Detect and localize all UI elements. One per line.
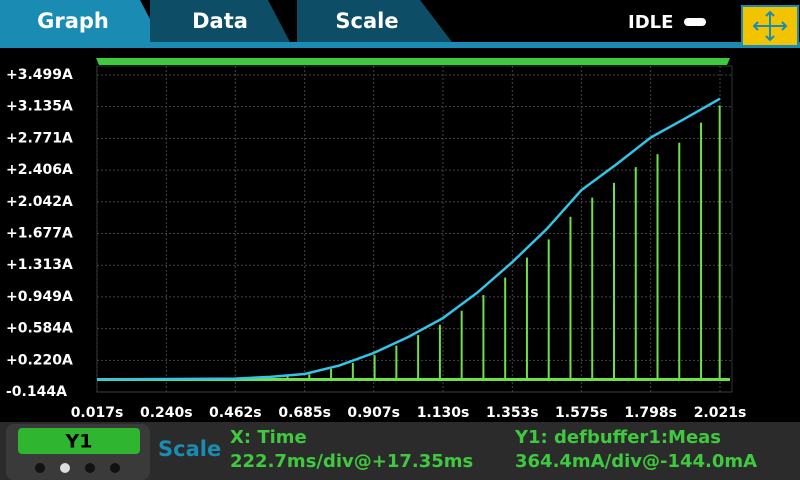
x-tick-label: 1.798s [624,405,677,421]
tab-bar [0,42,800,48]
y-tick-label: +3.499A [6,67,73,83]
status-icon [684,18,706,26]
swipe-icon [752,10,788,42]
y-scale: 364.4mA/div@-144.0mA [515,451,757,472]
x-tick-label: 0.462s [209,405,262,421]
trace-button[interactable] [18,428,140,454]
tab-label: Data [192,9,248,33]
y-tick-label: +2.042A [6,194,73,210]
status: IDLE [628,12,673,33]
tab-graph[interactable] [0,0,162,42]
y-tick-label: +2.771A [6,130,73,146]
x-tick-label: 1.353s [486,405,539,421]
tab-scale[interactable] [297,0,452,42]
tab-label: Graph [37,9,109,33]
trace-line [96,97,721,381]
y-tick-label: +3.135A [6,99,73,115]
x-tick-label: 1.130s [417,405,470,421]
y-tick-label: +1.677A [6,226,73,242]
y-name: Y1: defbuffer1:Meas [514,427,721,448]
tab-data[interactable] [150,0,290,42]
y-tick-label: +2.406A [6,162,73,178]
x-tick-label: 0.240s [140,405,193,421]
y-tick-label: +0.949A [6,289,73,305]
y-tick-label: +1.313A [6,257,73,273]
x-tick-label: 0.907s [347,405,400,421]
tab-label: Scale [335,9,398,33]
y-tick-label: +0.584A [6,321,73,337]
x-tick-label: 0.017s [71,405,124,421]
scale-label: Scale [158,437,221,461]
marker-row [96,58,730,65]
x-tick-label: 1.575s [555,405,608,421]
y-tick-label: +0.220A [6,352,73,368]
trace-label: Y1 [65,431,93,453]
y-tick-label: -0.144A [6,384,67,400]
page-dots [35,463,120,473]
x-name: X: Time [230,427,307,448]
x-tick-label: 2.021s [694,405,747,421]
x-tick-label: 0.685s [278,405,331,421]
x-scale: 222.7ms/div@+17.35ms [230,451,473,472]
